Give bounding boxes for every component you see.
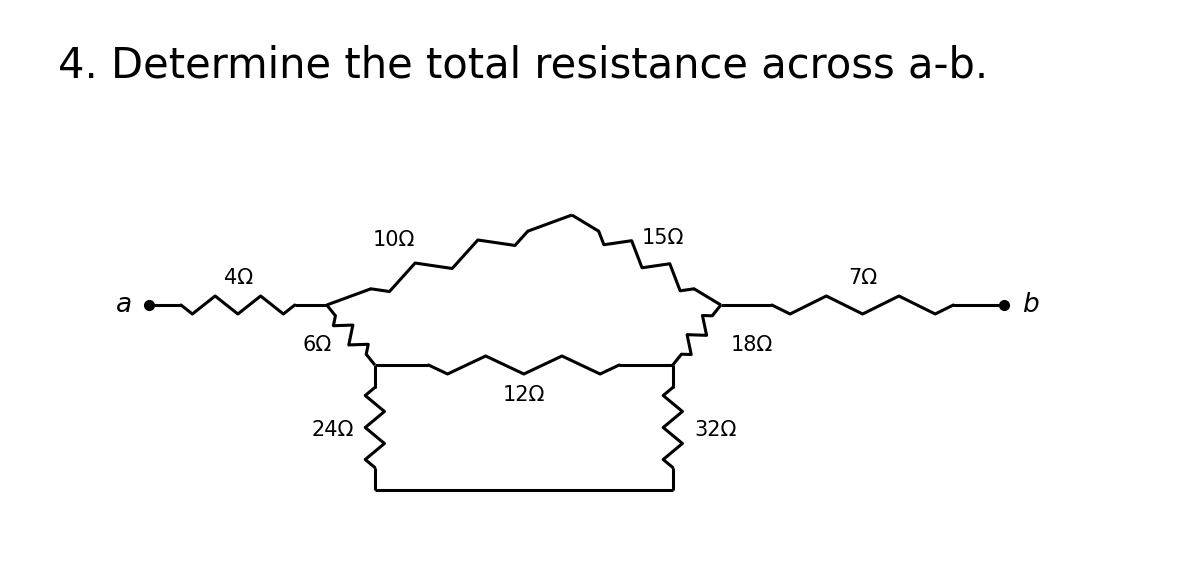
Text: 18Ω: 18Ω xyxy=(731,335,773,355)
Text: 4. Determine the total resistance across a-b.: 4. Determine the total resistance across… xyxy=(58,45,988,87)
Text: 10Ω: 10Ω xyxy=(373,230,415,250)
Text: a: a xyxy=(115,292,132,318)
Text: 12Ω: 12Ω xyxy=(503,385,545,405)
Text: 4Ω: 4Ω xyxy=(224,268,253,288)
Text: 7Ω: 7Ω xyxy=(848,268,877,288)
Text: 32Ω: 32Ω xyxy=(694,420,737,440)
Text: b: b xyxy=(1021,292,1038,318)
Text: 15Ω: 15Ω xyxy=(642,228,684,248)
Text: 24Ω: 24Ω xyxy=(311,420,354,440)
Text: 6Ω: 6Ω xyxy=(302,335,331,355)
